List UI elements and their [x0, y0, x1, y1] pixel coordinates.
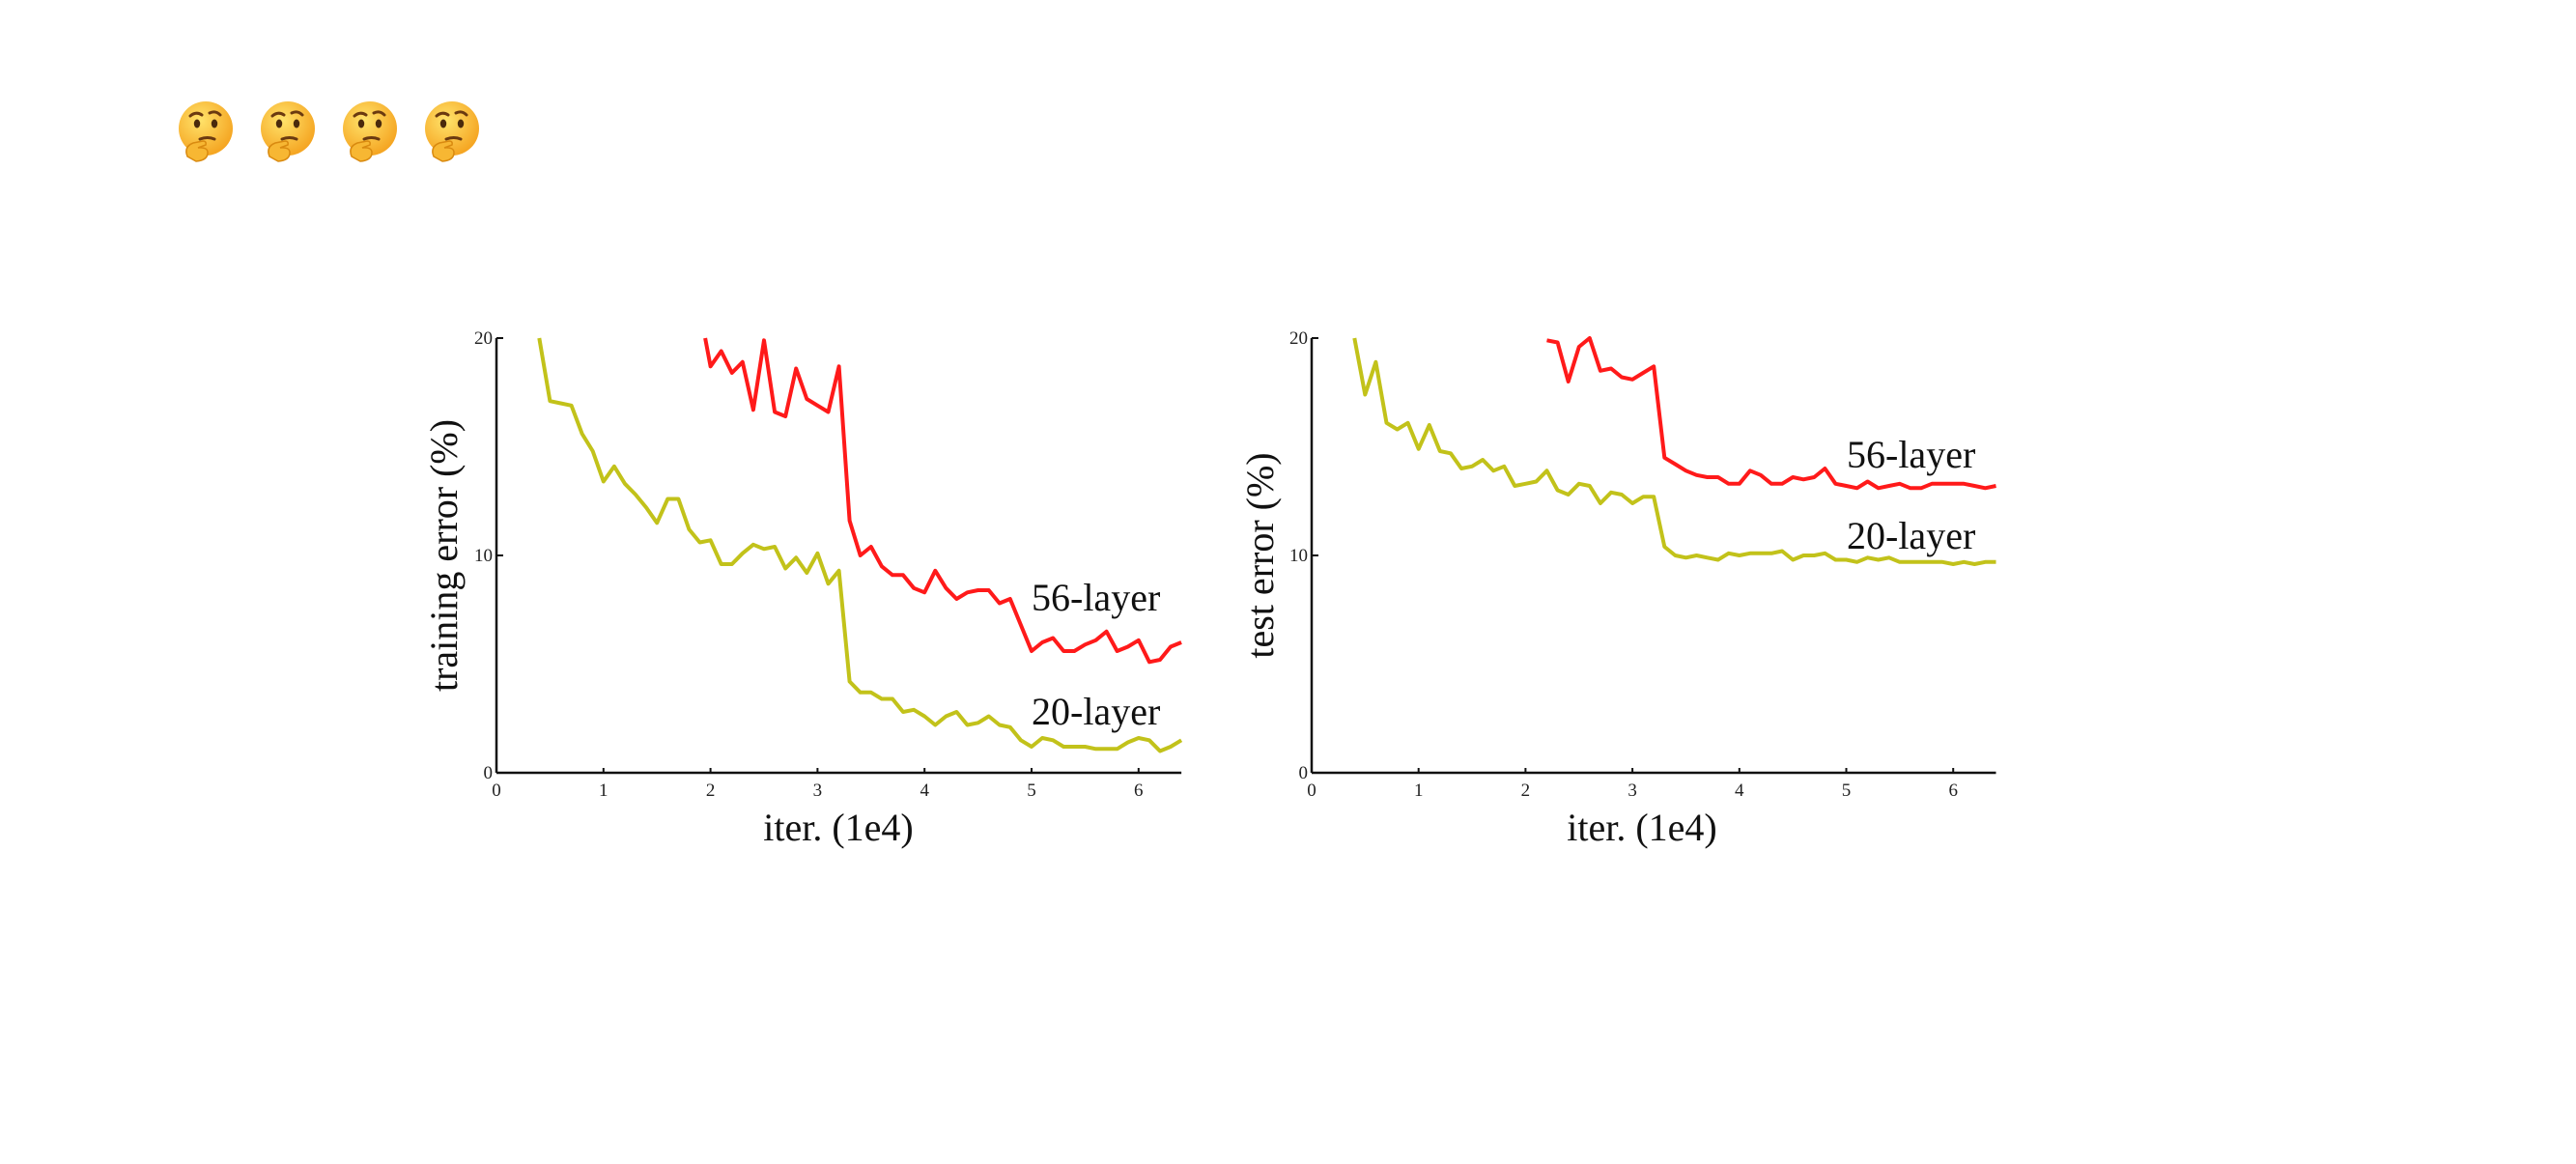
x-tick-label: 1: [1414, 781, 1424, 801]
series-label-56-layer: 56-layer: [1032, 576, 1160, 619]
y-tick-label: 20: [1289, 328, 1308, 349]
x-axis-title: iter. (1e4): [763, 806, 914, 849]
x-tick-label: 6: [1948, 781, 1958, 801]
x-axis-title: iter. (1e4): [1567, 806, 1717, 849]
series-line-56-layer: [1546, 336, 1996, 491]
emoji-row: [174, 99, 484, 162]
series-label-56-layer: 56-layer: [1847, 433, 1975, 476]
series-line-20-layer: [537, 337, 1183, 753]
training-error-chart: training error (%) iter. (1e4) 56-layer …: [422, 328, 1183, 849]
y-tick-label: 10: [474, 546, 493, 566]
x-tick-label: 0: [1307, 781, 1316, 801]
thinking-face-icon: [420, 99, 484, 162]
x-tick-label: 4: [920, 781, 929, 801]
series-label-20-layer: 20-layer: [1847, 514, 1975, 557]
x-tick-label: 0: [492, 781, 501, 801]
y-axis-title: test error (%): [1238, 452, 1282, 658]
test-error-chart: test error (%) iter. (1e4) 56-layer 20-l…: [1238, 328, 1996, 849]
thinking-face-icon: [338, 99, 402, 162]
y-tick-label: 0: [1299, 763, 1309, 783]
x-tick-label: 2: [706, 781, 716, 801]
x-tick-label: 3: [1628, 781, 1637, 801]
thinking-face-icon: [256, 99, 320, 162]
y-tick-label: 10: [1289, 546, 1308, 566]
x-tick-label: 4: [1735, 781, 1744, 801]
series-line-20-layer: [1352, 337, 1996, 566]
y-axis-title: training error (%): [422, 419, 466, 692]
thinking-face-icon: [174, 99, 238, 162]
x-tick-label: 5: [1027, 781, 1036, 801]
x-tick-label: 6: [1134, 781, 1144, 801]
series-label-20-layer: 20-layer: [1032, 690, 1160, 733]
x-tick-label: 1: [599, 781, 609, 801]
x-tick-label: 2: [1521, 781, 1531, 801]
series-line-56-layer: [703, 337, 1182, 665]
x-tick-label: 3: [813, 781, 823, 801]
y-tick-label: 20: [474, 328, 493, 349]
x-tick-label: 5: [1842, 781, 1852, 801]
y-tick-label: 0: [484, 763, 494, 783]
